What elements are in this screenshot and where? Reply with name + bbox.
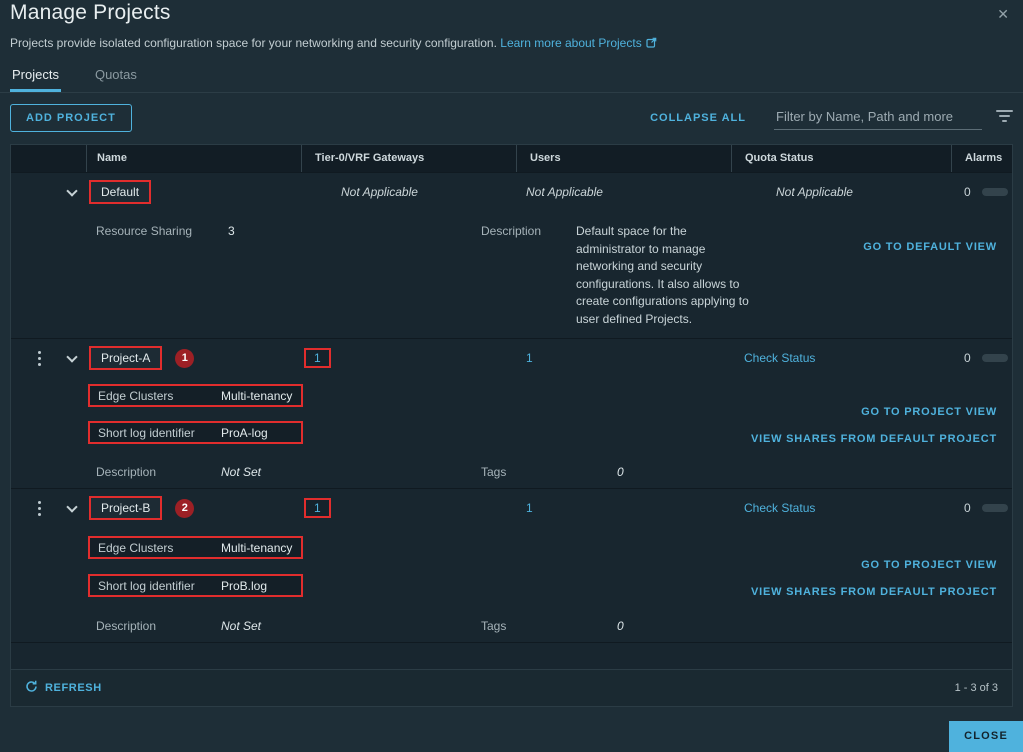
edge-clusters-value: Multi-tenancy xyxy=(221,540,293,555)
header-tier0: Tier-0/VRF Gateways xyxy=(301,145,516,172)
header-alarms: Alarms xyxy=(951,145,1012,172)
quota-status-value: Not Applicable xyxy=(776,185,853,199)
edge-clusters-annotation-box: Edge Clusters Multi-tenancy xyxy=(88,384,303,407)
edge-clusters-annotation-box: Edge Clusters Multi-tenancy xyxy=(88,536,303,559)
tier0-value[interactable]: 1 xyxy=(314,351,321,365)
description-value: Not Set xyxy=(221,465,262,479)
subtitle-text: Projects provide isolated configuration … xyxy=(10,36,497,50)
view-shares-link[interactable]: VIEW SHARES FROM DEFAULT PROJECT xyxy=(750,433,997,445)
tags-value: 0 xyxy=(617,619,624,633)
project-name: Default xyxy=(101,185,140,199)
project-name: Project-A xyxy=(101,351,151,365)
short-log-identifier-label: Short log identifier xyxy=(98,425,195,440)
edge-clusters-label: Edge Clusters xyxy=(98,540,174,555)
add-project-button[interactable]: ADD PROJECT xyxy=(10,104,132,132)
kebab-menu-icon[interactable] xyxy=(38,501,41,516)
edge-clusters-value: Multi-tenancy xyxy=(221,388,293,403)
annotation-badge: 2 xyxy=(175,498,195,518)
refresh-button[interactable]: REFRESH xyxy=(25,680,102,696)
go-to-default-view-link[interactable]: GO TO DEFAULT VIEW xyxy=(863,241,997,253)
description-label: Description xyxy=(481,224,542,238)
description-label: Description xyxy=(96,465,157,479)
header-name: Name xyxy=(86,145,301,172)
tags-label: Tags xyxy=(481,619,507,633)
check-status-link[interactable]: Check Status xyxy=(744,351,816,365)
page-title: Manage Projects xyxy=(10,1,171,24)
alarms-count: 0 xyxy=(964,501,971,515)
short-log-annotation-box: Short log identifier ProB.log xyxy=(88,574,303,597)
go-to-project-view-link[interactable]: GO TO PROJECT VIEW xyxy=(861,406,997,418)
short-log-identifier-value: ProA-log xyxy=(221,425,268,440)
description-label: Description xyxy=(96,619,157,633)
alarms-pill xyxy=(981,188,1008,196)
table-footer: REFRESH 1 - 3 of 3 xyxy=(11,669,1012,706)
table-header-row: Name Tier-0/VRF Gateways Users Quota Sta… xyxy=(11,145,1012,172)
refresh-label: REFRESH xyxy=(45,682,102,694)
tier0-annotation-box: 1 xyxy=(304,348,331,368)
annotation-badge: 1 xyxy=(175,348,195,368)
dialog-subtitle: Projects provide isolated configuration … xyxy=(0,27,1023,51)
filter-input[interactable] xyxy=(774,106,982,130)
filter-icon[interactable] xyxy=(996,110,1013,130)
pagination-label: 1 - 3 of 3 xyxy=(954,682,998,694)
users-value[interactable]: 1 xyxy=(526,351,533,365)
view-shares-link[interactable]: VIEW SHARES FROM DEFAULT PROJECT xyxy=(750,586,997,598)
tier0-value[interactable]: 1 xyxy=(314,501,321,515)
alarms-count: 0 xyxy=(964,351,971,365)
edge-clusters-label: Edge Clusters xyxy=(98,388,174,403)
go-to-project-view-link[interactable]: GO TO PROJECT VIEW xyxy=(861,559,997,571)
dialog-header: Manage Projects ✕ xyxy=(0,0,1023,27)
close-button[interactable]: CLOSE xyxy=(949,721,1023,752)
kebab-menu-icon[interactable] xyxy=(38,351,41,366)
tags-label: Tags xyxy=(481,465,507,479)
learn-more-link[interactable]: Learn more about Projects xyxy=(500,36,642,50)
tab-bar: Projects Quotas xyxy=(0,51,1023,93)
project-name-annotation-box: Project-B xyxy=(89,496,163,520)
tier0-annotation-box: 1 xyxy=(304,498,331,518)
empty-row xyxy=(11,642,1012,669)
table-row-project-b: Project-B 2 1 1 Check Status 0 Edge Clus… xyxy=(11,488,1012,642)
description-value: Not Set xyxy=(221,619,262,633)
tab-quotas[interactable]: Quotas xyxy=(94,67,137,82)
short-log-identifier-value: ProB.log xyxy=(221,578,268,593)
project-name-annotation-box: Default xyxy=(89,180,152,204)
project-name-annotation-box: Project-A xyxy=(89,346,163,370)
alarms-pill xyxy=(981,354,1008,362)
header-users: Users xyxy=(516,145,731,172)
external-link-icon xyxy=(646,37,657,51)
chevron-down-icon[interactable] xyxy=(66,501,78,513)
project-name: Project-B xyxy=(101,501,151,515)
resource-sharing-label: Resource Sharing xyxy=(96,224,193,238)
projects-table: Name Tier-0/VRF Gateways Users Quota Sta… xyxy=(10,144,1013,707)
resource-sharing-value[interactable]: 3 xyxy=(228,224,235,238)
chevron-down-icon[interactable] xyxy=(66,185,78,197)
header-spacer xyxy=(11,145,86,172)
header-quota-status: Quota Status xyxy=(731,145,951,172)
toolbar: ADD PROJECT COLLAPSE ALL xyxy=(0,93,1023,144)
users-value[interactable]: 1 xyxy=(526,501,533,515)
chevron-down-icon[interactable] xyxy=(66,351,78,363)
close-icon[interactable]: ✕ xyxy=(997,6,1009,22)
short-log-identifier-label: Short log identifier xyxy=(98,578,195,593)
users-value: Not Applicable xyxy=(526,185,603,199)
check-status-link[interactable]: Check Status xyxy=(744,501,816,515)
tier0-value: Not Applicable xyxy=(341,185,418,199)
alarms-pill xyxy=(981,504,1008,512)
table-row-default: Default Not Applicable Not Applicable No… xyxy=(11,172,1012,338)
tags-value: 0 xyxy=(617,465,624,479)
short-log-annotation-box: Short log identifier ProA-log xyxy=(88,421,303,444)
refresh-icon xyxy=(25,680,38,696)
table-row-project-a: Project-A 1 1 1 Check Status 0 Edge Clus… xyxy=(11,338,1012,488)
description-text: Default space for the administrator to m… xyxy=(576,224,749,326)
tab-projects[interactable]: Projects xyxy=(10,64,61,92)
alarms-count: 0 xyxy=(964,185,971,199)
collapse-all-button[interactable]: COLLAPSE ALL xyxy=(650,112,746,124)
